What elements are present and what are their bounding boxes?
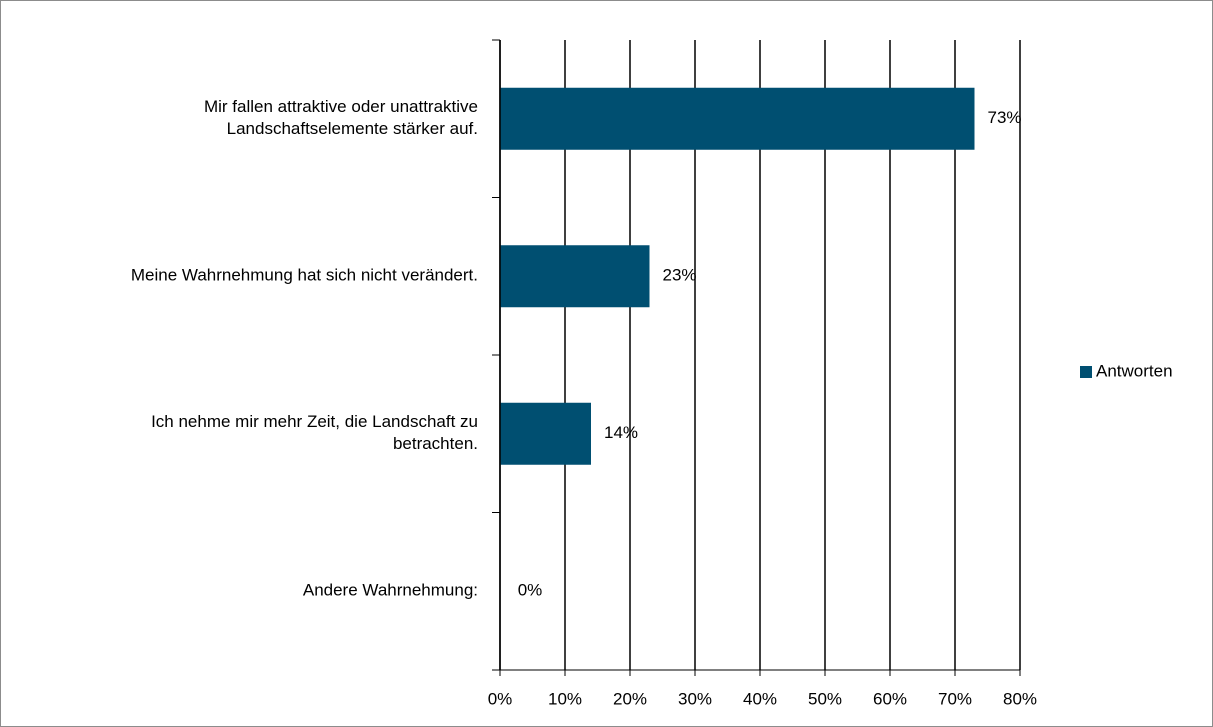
bar — [500, 402, 591, 465]
value-label: 23% — [662, 266, 696, 285]
y-tick-label: Meine Wahrnehmung hat sich nicht verände… — [131, 266, 478, 285]
y-tick-label: Ich nehme mir mehr Zeit, die Landschaft … — [151, 412, 478, 453]
x-tick-label: 0% — [488, 689, 513, 708]
x-tick-label: 60% — [873, 689, 907, 708]
value-label: 14% — [604, 423, 638, 442]
x-tick-label: 40% — [743, 689, 777, 708]
bar — [500, 87, 975, 150]
x-tick-label: 20% — [613, 689, 647, 708]
value-label: 0% — [518, 581, 543, 600]
legend-swatch — [1080, 366, 1092, 378]
x-tick-label: 70% — [938, 689, 972, 708]
bar — [500, 245, 650, 308]
value-label: 73% — [987, 108, 1021, 127]
x-tick-label: 30% — [678, 689, 712, 708]
x-tick-label: 10% — [548, 689, 582, 708]
y-tick-label: Andere Wahrnehmung: — [303, 581, 478, 600]
legend-label: Antworten — [1096, 361, 1173, 380]
y-tick-label: Mir fallen attraktive oder unattraktive L… — [204, 97, 478, 138]
x-tick-label: 80% — [1003, 689, 1037, 708]
x-tick-label: 50% — [808, 689, 842, 708]
